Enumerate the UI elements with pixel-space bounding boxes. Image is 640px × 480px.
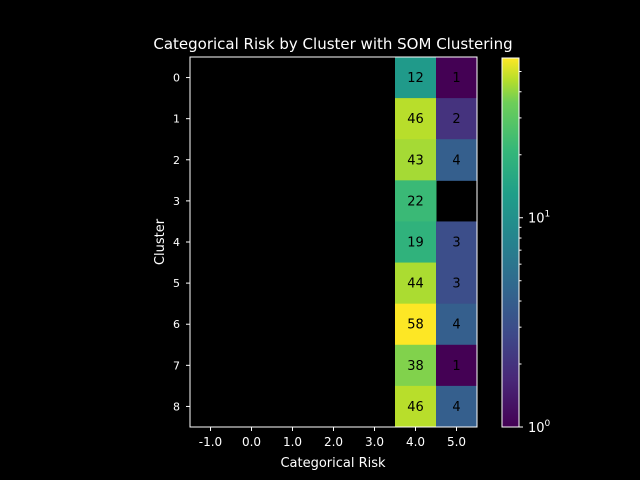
- heatmap-cell: [395, 303, 437, 346]
- y-tick-label: 7: [173, 359, 180, 372]
- heatmap-cell: [436, 221, 478, 264]
- y-tick-label: 4: [173, 236, 180, 249]
- x-tick-label: 2.0: [324, 435, 343, 449]
- cell-value-label: 4: [452, 400, 460, 415]
- cell-value-label: 22: [407, 194, 424, 209]
- x-tick-label: 0.0: [242, 435, 261, 449]
- heatmap-cell: [395, 98, 437, 140]
- y-axis-label: Cluster: [153, 218, 168, 265]
- y-tick-label: 8: [173, 400, 180, 413]
- colorbar-tick-label: 100: [528, 419, 551, 436]
- heatmap-cell: [395, 221, 437, 264]
- y-tick-label: 2: [173, 154, 180, 167]
- y-axis-ticks: 0 1 2 3 4 5 6 7 8: [173, 72, 190, 413]
- x-tick-label: 1.0: [283, 435, 302, 449]
- chart-title: Categorical Risk by Cluster with SOM Clu…: [153, 35, 512, 53]
- x-axis-ticks: -1.0 0.0 1.0 2.0 3.0 4.0 5.0: [199, 427, 466, 449]
- cell-value-label: 43: [407, 153, 424, 168]
- cell-value-label: 58: [407, 318, 424, 333]
- colorbar-gradient: [501, 57, 520, 428]
- heatmap-cell: [436, 139, 478, 181]
- colorbar-tick-label: 101: [528, 210, 550, 227]
- heatmap-cell: [395, 180, 437, 222]
- cell-value-label: 3: [452, 277, 460, 292]
- heatmap-cell: [395, 139, 437, 181]
- heatmap-cell: [395, 385, 437, 428]
- x-tick-label: 3.0: [365, 435, 384, 449]
- cell-value-label: 38: [407, 359, 424, 374]
- cell-value-label: 2: [452, 112, 460, 127]
- x-tick-label: 5.0: [447, 435, 466, 449]
- heatmap-cell: [395, 262, 437, 305]
- heatmap-cell: [395, 344, 437, 387]
- cell-value-label: 46: [407, 400, 424, 415]
- cell-value-label: 44: [407, 277, 424, 292]
- heatmap-cell: [436, 98, 478, 140]
- cell-value-label: 46: [407, 112, 424, 127]
- y-tick-label: 0: [173, 72, 180, 85]
- cell-value-label: 12: [407, 71, 424, 86]
- heatmap-cell: [395, 57, 437, 99]
- x-tick-label: -1.0: [199, 435, 222, 449]
- heatmap-cell: [436, 303, 478, 346]
- heatmap-cell: [436, 385, 478, 428]
- colorbar: 100 101: [501, 57, 551, 436]
- y-tick-label: 6: [173, 318, 180, 331]
- y-tick-label: 3: [173, 195, 180, 208]
- y-tick-label: 1: [173, 113, 180, 126]
- cell-value-label: 3: [452, 236, 460, 251]
- y-tick-label: 5: [173, 277, 180, 290]
- x-axis-label: Categorical Risk: [280, 456, 386, 471]
- heatmap-cell: [436, 262, 478, 305]
- cell-value-label: 4: [452, 318, 460, 333]
- colorbar-ticks: 100 101: [519, 70, 551, 436]
- heatmap-cell: [436, 344, 478, 387]
- cell-value-label: 1: [452, 71, 460, 86]
- cell-value-label: 4: [452, 153, 460, 168]
- cell-value-label: 19: [407, 236, 424, 251]
- heatmap-cell: [436, 57, 478, 99]
- heatmap-cells: 12 1 46 2 43 4 22 19 3 44 3 58 4 38 1 46 4: [395, 57, 478, 428]
- x-tick-label: 4.0: [406, 435, 425, 449]
- cell-value-label: 1: [452, 359, 460, 374]
